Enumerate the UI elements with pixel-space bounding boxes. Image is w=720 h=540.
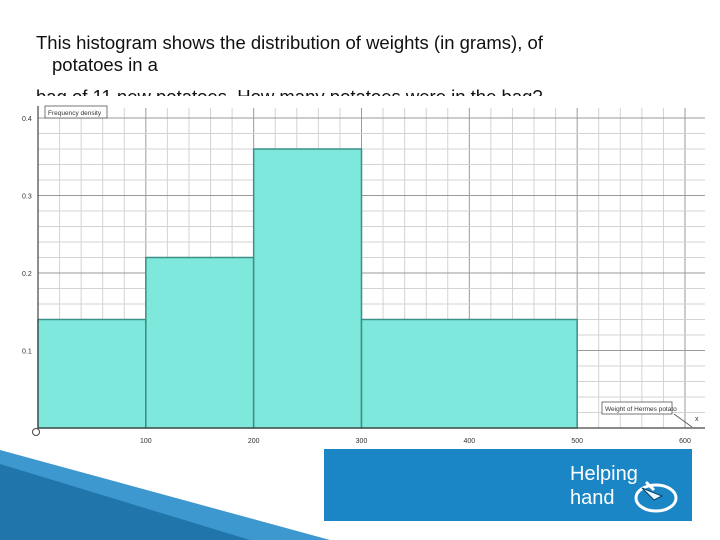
helping-hand-line-1: Helping xyxy=(570,463,638,485)
question-line-1: This histogram shows the distribution of… xyxy=(36,32,543,53)
question-line-2: potatoes in a xyxy=(52,54,158,75)
x-axis-label-pointer xyxy=(673,413,693,428)
x-axis-letter: x xyxy=(695,416,699,423)
helping-hand-box[interactable] xyxy=(324,449,692,521)
x-tick-label: 300 xyxy=(356,438,368,445)
x-axis-label: Weight of Hermes potato xyxy=(605,406,677,413)
histogram-bar xyxy=(360,318,578,429)
histogram-chart: 0.1 0.2 0.3 0.4 100 200 300 400 500 600 Frequency … xyxy=(22,105,705,445)
y-tick-label: 0.4 xyxy=(22,116,32,123)
decorative-corner-wedge xyxy=(0,450,330,540)
origin-marker xyxy=(32,428,40,436)
x-axis-label-box xyxy=(601,401,673,415)
x-tick-label: 100 xyxy=(140,438,152,445)
question-text: This histogram shows the distribution of… xyxy=(36,32,656,76)
question-line-3-clipped: bag of 11 new potatoes. How many potatoe… xyxy=(36,76,596,96)
question-line-3: bag of 11 new potatoes. How many potatoe… xyxy=(36,86,543,96)
x-tick-label: 200 xyxy=(248,438,260,445)
histogram-bar xyxy=(252,148,363,429)
helping-hand-line-2: hand xyxy=(570,487,615,509)
y-axis-label-box xyxy=(44,105,108,119)
x-tick-label: 500 xyxy=(571,438,583,445)
histogram-bar xyxy=(145,256,255,429)
pointing-hand-icon xyxy=(634,480,678,513)
histogram-bar xyxy=(37,318,147,429)
y-axis-label: Frequency density xyxy=(48,110,102,117)
y-tick-label: 0.1 xyxy=(22,349,32,356)
y-tick-label: 0.3 xyxy=(22,194,32,201)
y-tick-label: 0.2 xyxy=(22,271,32,278)
x-tick-label: 400 xyxy=(463,438,475,445)
x-tick-label: 600 xyxy=(679,438,691,445)
helping-hand-label[interactable]: Helping hand xyxy=(570,462,638,510)
